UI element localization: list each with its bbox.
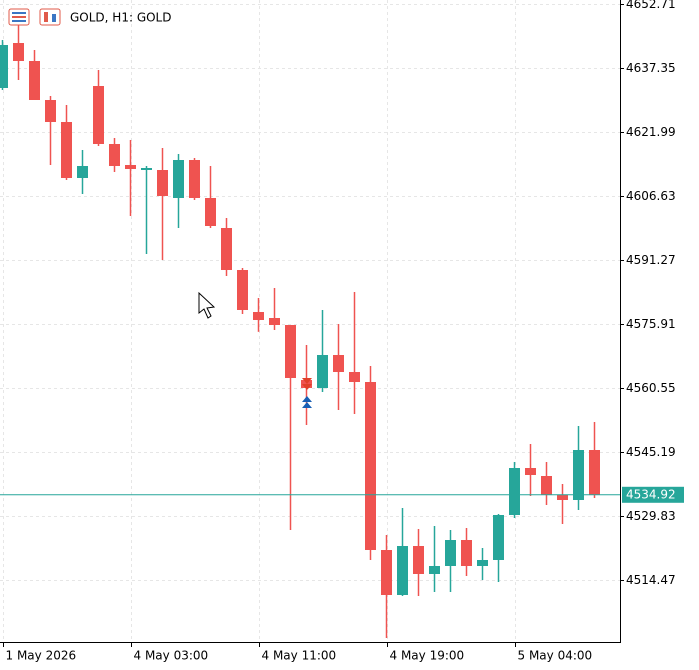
candle-body [221,228,232,270]
candle-body [77,166,88,178]
candle-body [109,144,120,166]
y-tick-label: 4575.91 [626,317,676,331]
candle-body [317,355,328,388]
chart-title: GOLD, H1: GOLD [70,11,171,25]
candle-body [509,468,520,515]
candle-body [525,468,536,475]
trade-markers [302,378,312,408]
current-price-box [622,486,684,503]
y-tick-label: 4606.63 [626,189,676,203]
candle-body [461,540,472,566]
candle-body [13,43,24,61]
x-tick-label: 4 May 19:00 [390,649,465,663]
candle-body [189,160,200,198]
x-tick-label: 4 May 03:00 [134,649,209,663]
candle-body [285,325,296,378]
candle-body [237,270,248,310]
candle-body [0,45,8,88]
x-tick-label: 5 May 04:00 [518,649,593,663]
y-tick-label: 4514.47 [626,573,676,587]
mouse-cursor [198,291,216,319]
candle-body [93,86,104,144]
icon [39,8,61,26]
candle-body [397,546,408,595]
y-tick-label: 4529.83 [626,509,676,523]
y-tick-label: 4560.55 [626,381,676,395]
toolbar-icons [8,8,61,26]
candle-body [205,198,216,226]
candle-body [333,355,344,372]
candle-body [157,170,168,196]
current-price-label: 4534.92 [626,487,676,501]
candle-body [253,312,264,320]
candle-body [125,165,136,169]
candle-body [141,168,152,170]
candle-body [365,382,376,550]
y-tick-label: 4545.19 [626,445,676,459]
icon [44,12,48,22]
candle-body [45,100,56,122]
candle-body [445,540,456,566]
candle-body [173,160,184,198]
y-tick-label: 4591.27 [626,253,676,267]
buy-marker [302,396,312,408]
y-tick-label: 4637.35 [626,61,676,75]
candle-body [29,61,40,100]
candles [0,22,600,638]
grid [0,0,620,642]
candle-body [541,476,552,495]
candle-body [381,550,392,595]
candle-body [589,450,600,495]
sell-marker [302,378,312,390]
y-tick-label: 4652.71 [626,0,676,11]
x-tick-label: 4 May 11:00 [262,649,337,663]
candle-body [493,515,504,560]
y-tick-label: 4621.99 [626,125,676,139]
candle-body [61,122,72,178]
candle-body [573,450,584,500]
icon [52,14,56,22]
candle-body [413,546,424,574]
x-tick-label: 1 May 2026 [6,649,77,663]
candle-body [477,560,488,566]
candle-body [349,372,360,382]
candle-body [269,318,280,325]
candle-body [429,566,440,574]
candle-body [557,495,568,500]
